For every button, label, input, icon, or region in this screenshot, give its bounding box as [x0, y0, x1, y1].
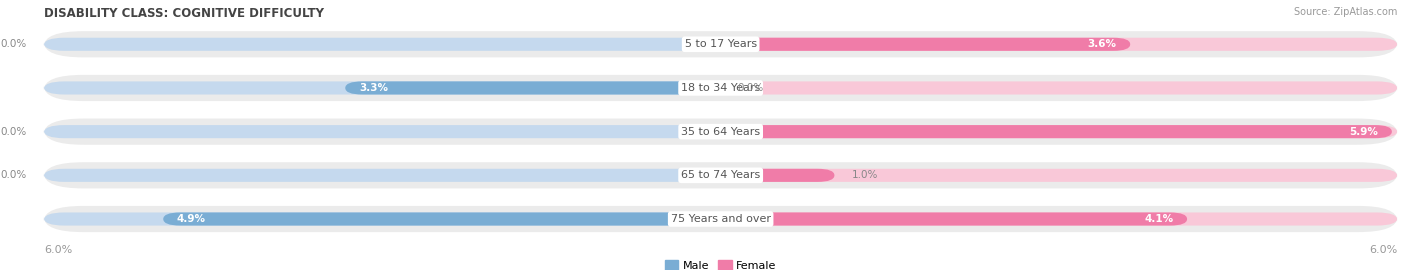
FancyBboxPatch shape [721, 38, 1130, 51]
FancyBboxPatch shape [721, 169, 1398, 182]
FancyBboxPatch shape [721, 125, 1398, 138]
FancyBboxPatch shape [721, 125, 1392, 138]
FancyBboxPatch shape [44, 38, 721, 51]
FancyBboxPatch shape [721, 212, 1187, 225]
FancyBboxPatch shape [44, 31, 1398, 58]
Legend: Male, Female: Male, Female [665, 260, 776, 270]
Text: Source: ZipAtlas.com: Source: ZipAtlas.com [1294, 7, 1398, 17]
FancyBboxPatch shape [163, 212, 721, 225]
FancyBboxPatch shape [721, 212, 1398, 225]
Text: 65 to 74 Years: 65 to 74 Years [681, 170, 761, 180]
Text: 4.1%: 4.1% [1144, 214, 1174, 224]
Text: 0.0%: 0.0% [738, 83, 763, 93]
FancyBboxPatch shape [44, 125, 721, 138]
Text: 4.9%: 4.9% [177, 214, 205, 224]
FancyBboxPatch shape [721, 38, 1398, 51]
FancyBboxPatch shape [44, 82, 721, 94]
FancyBboxPatch shape [721, 82, 1398, 94]
Text: 0.0%: 0.0% [0, 170, 27, 180]
Text: 18 to 34 Years: 18 to 34 Years [681, 83, 761, 93]
Text: 0.0%: 0.0% [0, 127, 27, 137]
Text: 75 Years and over: 75 Years and over [671, 214, 770, 224]
Text: 3.6%: 3.6% [1088, 39, 1116, 49]
Text: 1.0%: 1.0% [852, 170, 877, 180]
Text: 35 to 64 Years: 35 to 64 Years [681, 127, 761, 137]
Text: 6.0%: 6.0% [1369, 245, 1398, 255]
FancyBboxPatch shape [44, 119, 1398, 145]
Text: 5 to 17 Years: 5 to 17 Years [685, 39, 756, 49]
Text: 6.0%: 6.0% [44, 245, 72, 255]
FancyBboxPatch shape [44, 169, 721, 182]
Text: DISABILITY CLASS: COGNITIVE DIFFICULTY: DISABILITY CLASS: COGNITIVE DIFFICULTY [44, 7, 323, 20]
FancyBboxPatch shape [44, 212, 721, 225]
FancyBboxPatch shape [44, 75, 1398, 101]
FancyBboxPatch shape [721, 169, 834, 182]
FancyBboxPatch shape [346, 82, 721, 94]
Text: 5.9%: 5.9% [1350, 127, 1378, 137]
FancyBboxPatch shape [44, 162, 1398, 188]
FancyBboxPatch shape [44, 206, 1398, 232]
Text: 0.0%: 0.0% [0, 39, 27, 49]
Text: 3.3%: 3.3% [359, 83, 388, 93]
